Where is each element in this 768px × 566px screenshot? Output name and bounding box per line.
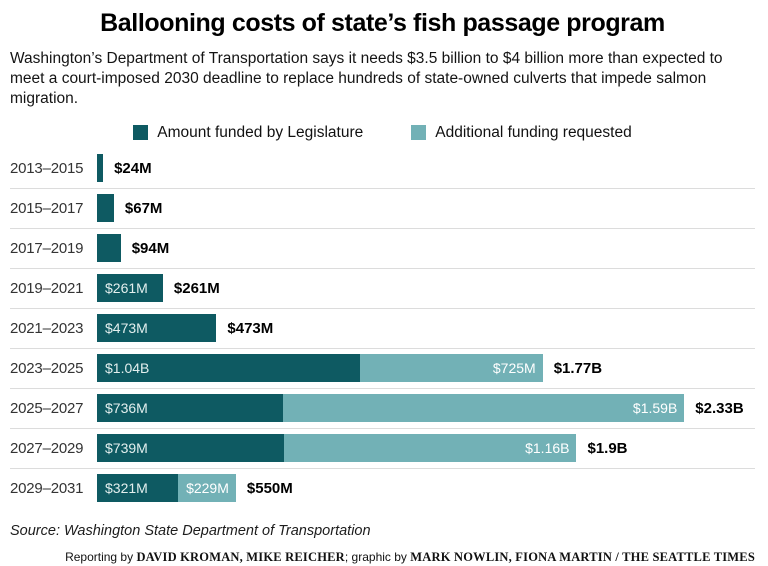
bar-funded-segment: $321M (97, 474, 179, 503)
stacked-bar: $739M $1.16B (97, 434, 577, 463)
funded-swatch-icon (133, 125, 149, 141)
legend-funded-label: Amount funded by Legislature (157, 123, 364, 141)
bar-funded-segment: $261M (97, 274, 163, 303)
total-value-label: $94M (131, 239, 170, 257)
stacked-bar (97, 194, 114, 223)
chart-row: 2023–2025 $1.04B $725M $1.77B (10, 349, 755, 389)
bar-funded-segment (97, 194, 114, 223)
credit-prefix: Reporting by (65, 549, 137, 564)
requested-swatch-icon (411, 125, 427, 141)
funded-value-label: $261M (105, 280, 148, 297)
total-value-label: $550M (246, 479, 293, 497)
stacked-bar: $736M $1.59B (97, 394, 685, 423)
row-period-label: 2027–2029 (10, 439, 84, 457)
chart-row: 2029–2031 $321M $229M $550M (10, 469, 755, 508)
credit-name: MARK NOWLIN, FIONA MARTIN / THE SEATTLE … (410, 549, 755, 564)
credits-line: Reporting by DAVID KROMAN, MIKE REICHER;… (10, 548, 755, 566)
total-value-label: $1.9B (587, 439, 628, 457)
funded-value-label: $739M (105, 440, 148, 457)
source-note: Source: Washington State Department of T… (10, 522, 371, 539)
funded-value-label: $473M (105, 320, 148, 337)
row-period-label: 2021–2023 (10, 319, 84, 337)
stacked-bar-chart: 2013–2015 $24M 2015–2017 $67M 2017–2019 $94M 2… (10, 149, 755, 508)
requested-value-label: $1.16B (525, 440, 570, 457)
total-value-label: $67M (124, 199, 163, 217)
legend: Amount funded by Legislature Additional … (10, 124, 755, 142)
stacked-bar (97, 234, 121, 263)
credit-prefix: ; graphic by (344, 549, 411, 564)
row-period-label: 2015–2017 (10, 199, 84, 217)
chart-row: 2013–2015 $24M (10, 149, 755, 189)
funded-value-label: $736M (105, 400, 148, 417)
row-period-label: 2023–2025 (10, 359, 84, 377)
legend-item-funded: Amount funded by Legislature (133, 124, 363, 142)
bar-requested-segment: $1.16B (283, 434, 577, 463)
bar-funded-segment: $473M (97, 314, 217, 343)
legend-item-requested: Additional funding requested (411, 123, 632, 142)
total-value-label: $1.77B (553, 359, 603, 377)
bar-requested-segment: $229M (178, 474, 236, 503)
bar-requested-segment: $1.59B (282, 394, 685, 423)
row-period-label: 2019–2021 (10, 279, 84, 297)
credit-name: DAVID KROMAN, MIKE REICHER (136, 549, 345, 564)
stacked-bar: $1.04B $725M (97, 354, 543, 383)
requested-value-label: $1.59B (632, 400, 678, 417)
stacked-bar: $261M (97, 274, 163, 303)
chart-row: 2015–2017 $67M (10, 189, 755, 229)
stacked-bar (97, 154, 104, 183)
bar-funded-segment: $736M (97, 394, 283, 423)
bar-funded-segment: $739M (97, 434, 284, 463)
chart-row: 2021–2023 $473M $473M (10, 309, 755, 349)
total-value-label: $473M (227, 319, 274, 337)
funded-value-label: $321M (105, 480, 148, 497)
row-period-label: 2029–2031 (10, 479, 84, 497)
bar-funded-segment (97, 234, 121, 263)
stacked-bar: $321M $229M (97, 474, 236, 503)
row-period-label: 2013–2015 (10, 159, 84, 177)
total-value-label: $24M (114, 159, 152, 177)
chart-row: 2025–2027 $736M $1.59B $2.33B (10, 389, 755, 429)
chart-row: 2017–2019 $94M (10, 229, 755, 269)
stacked-bar: $473M (97, 314, 217, 343)
total-value-label: $261M (173, 279, 220, 297)
row-period-label: 2025–2027 (10, 399, 84, 417)
requested-value-label: $725M (492, 360, 536, 377)
legend-requested-label: Additional funding requested (435, 123, 632, 141)
bar-funded-segment: $1.04B (97, 354, 360, 383)
subtitle: Washington’s Department of Transportatio… (10, 50, 723, 107)
row-period-label: 2017–2019 (10, 239, 84, 257)
bar-funded-segment (97, 154, 104, 183)
chart-row: 2027–2029 $739M $1.16B $1.9B (10, 429, 755, 469)
chart-row: 2019–2021 $261M $261M (10, 269, 755, 309)
requested-value-label: $229M (186, 480, 229, 497)
page-title: Ballooning costs of state’s fish passage… (100, 9, 665, 37)
bar-requested-segment: $725M (359, 354, 543, 383)
funded-value-label: $1.04B (105, 360, 150, 377)
total-value-label: $2.33B (695, 399, 744, 417)
